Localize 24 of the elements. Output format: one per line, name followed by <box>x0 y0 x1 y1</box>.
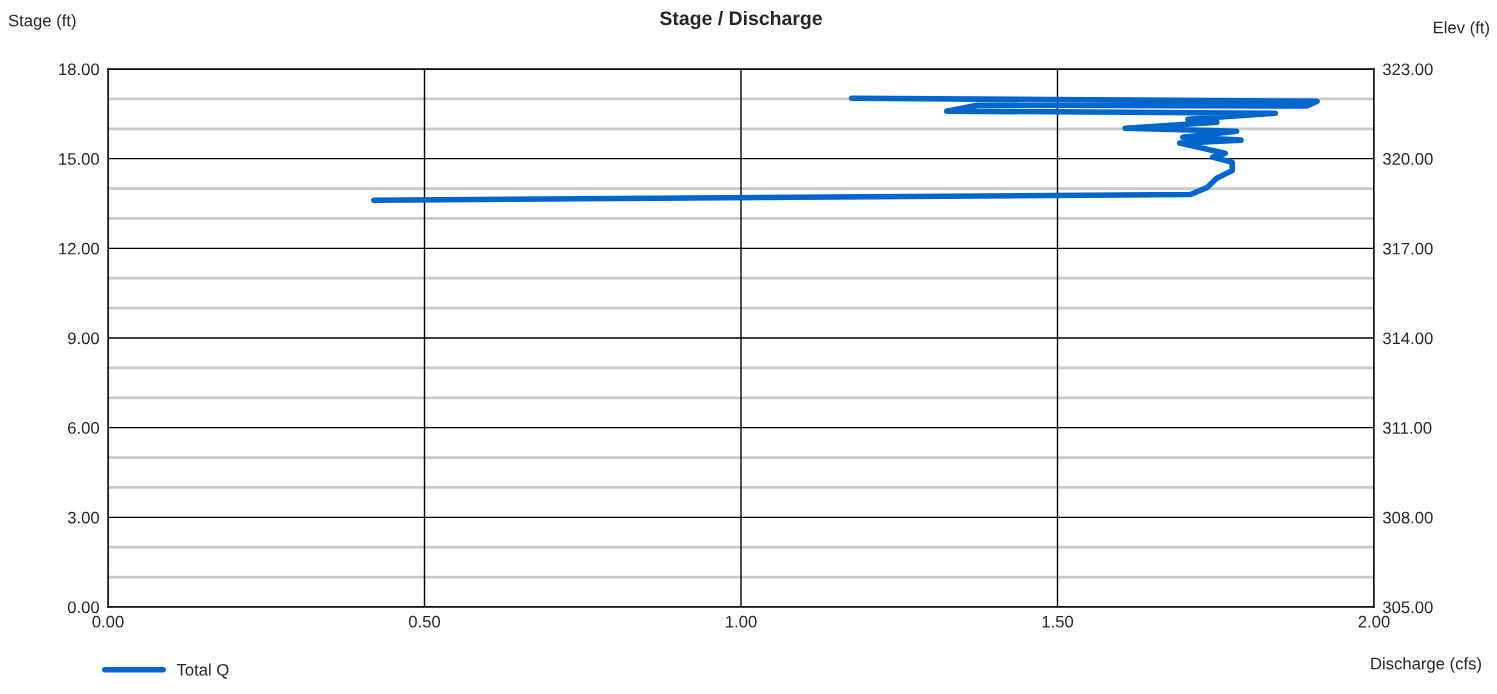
x-tick-label: 0.00 <box>92 615 124 628</box>
y-tick-label: 12.00 <box>59 242 100 255</box>
chart-title: Stage / Discharge <box>659 10 822 30</box>
legend-label: Total Q <box>176 663 229 679</box>
x-axis-title: Discharge (cfs) <box>1371 657 1481 673</box>
y2-tick-label: 314.00 <box>1382 332 1433 345</box>
y2-tick-label: 320.00 <box>1382 153 1433 165</box>
x-tick-label: 1.00 <box>726 615 757 628</box>
y-tick-label: 3.00 <box>67 511 100 524</box>
y-tick-label: 9.00 <box>68 332 100 345</box>
y-axis-title: Stage (ft) <box>8 14 76 30</box>
y2-tick-label: 311.00 <box>1382 422 1432 434</box>
y2-tick-label: 305.00 <box>1382 601 1433 614</box>
y-tick-label: 15.00 <box>59 153 100 165</box>
y2-tick-label: 317.00 <box>1382 242 1433 255</box>
x-tick-label: 0.50 <box>408 615 441 628</box>
x-tick-label: 2.00 <box>1358 615 1390 628</box>
y2-tick-label: 323.00 <box>1382 63 1433 76</box>
y-tick-label: 0.00 <box>67 601 100 614</box>
y-tick-label: 18.00 <box>59 63 100 76</box>
y2-axis-title: Elev (ft) <box>1433 21 1489 37</box>
y-tick-label: 6.00 <box>68 422 100 434</box>
y2-tick-label: 308.00 <box>1382 511 1433 524</box>
x-tick-label: 1.50 <box>1042 615 1074 628</box>
